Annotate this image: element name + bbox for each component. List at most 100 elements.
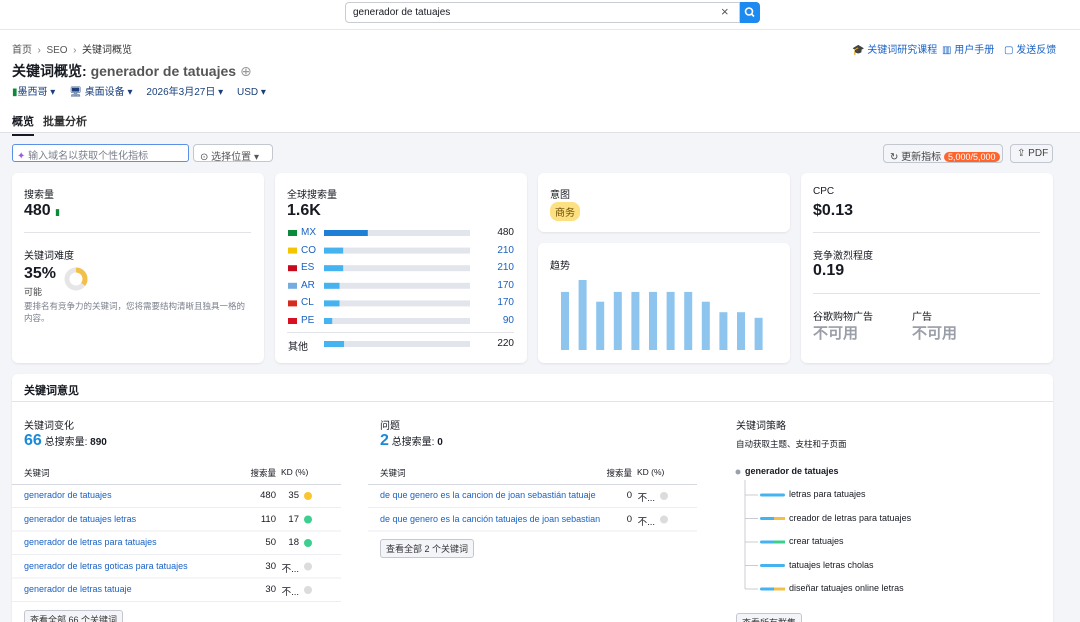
crumb[interactable]: SEO [46, 45, 68, 56]
cluster-bar-accent [774, 540, 785, 544]
keyword-link[interactable]: generador de letras goticas para tatuaje… [24, 560, 188, 571]
country-filter[interactable]: 墨西哥 [17, 87, 48, 98]
country-value[interactable]: 90 [502, 315, 514, 326]
country-value[interactable]: 210 [497, 262, 514, 274]
search-icon [744, 7, 755, 18]
other-label: 其他 [288, 342, 308, 353]
th: KD (%) [637, 467, 665, 477]
questions-label: 问题 [380, 421, 400, 432]
th: 关键词 [24, 468, 50, 478]
global-label: 全球搜索量 [287, 190, 337, 201]
cluster[interactable]: diseñar tatuajes online letras [789, 583, 904, 593]
course-link[interactable]: 🎓 关键词研究课程 [852, 45, 938, 56]
intent-badge: 商务 [550, 202, 580, 221]
keyword-link[interactable]: generador de letras para tatuajes [24, 537, 157, 547]
strategy-label: 关键词策略 [736, 421, 786, 432]
keyword-link[interactable]: de que genero es la canción tatuajes de … [380, 513, 601, 524]
trend-bar [578, 280, 587, 350]
kd-dot [304, 586, 312, 594]
tab[interactable]: 批量分析 [43, 116, 87, 128]
kd-dot [660, 515, 668, 524]
domain-input[interactable] [12, 144, 189, 162]
title-prefix: 关键词概览: [12, 63, 87, 79]
pdf-button[interactable]: ⇪ PDF [1010, 144, 1053, 163]
total-label: 总搜索量: [391, 437, 435, 448]
kd: 17 [288, 513, 299, 525]
location-text[interactable]: 选择位置 [211, 152, 252, 163]
cluster-bar-accent [774, 517, 785, 520]
flag [288, 300, 297, 307]
cluster[interactable]: letras para tatuajes [789, 489, 866, 499]
feedback-link[interactable]: ▢ 发送反馈 [1004, 45, 1057, 56]
crumb[interactable]: 首页 [12, 45, 32, 56]
keyword-link[interactable]: generador de tatuajes letras [24, 513, 137, 524]
variations-label: 关键词变化 [24, 421, 74, 432]
keyword-link[interactable]: de que genero es la cancion de joan seba… [380, 490, 596, 500]
search-box[interactable] [345, 2, 740, 23]
row-rule [368, 530, 697, 532]
volume-label: 搜索量 [24, 190, 54, 201]
count[interactable]: 2 [380, 432, 389, 449]
country-code[interactable]: CL [301, 297, 314, 309]
link-text[interactable]: 发送反馈 [1016, 45, 1057, 56]
root-keyword: generador de tatuajes [745, 466, 839, 476]
volume: 480 [260, 490, 276, 501]
country-value[interactable]: 170 [497, 297, 514, 309]
count[interactable]: 66 [24, 432, 42, 449]
total-label: 总搜索量: [44, 437, 88, 448]
row-rule [12, 554, 341, 555]
crumb: 关键词概览 [82, 45, 133, 56]
flag [288, 247, 297, 254]
view-all-button[interactable]: 查看全部 66 个关键词 [24, 609, 124, 622]
device-filter[interactable]: 桌面设备 [84, 87, 125, 98]
search-button[interactable] [740, 2, 760, 23]
shopping-value: 不可用 [813, 325, 859, 342]
keyword-link[interactable]: generador de letras tatuaje [24, 584, 132, 594]
country-code[interactable]: CO [301, 244, 316, 256]
update-button[interactable]: ↻ 更新指标 5,000/5,000 [883, 144, 1003, 163]
th: 搜索量 [606, 468, 632, 478]
trend-label: 趋势 [550, 261, 570, 272]
placeholder-text[interactable]: 输入域名以获取个性化指标 [28, 151, 149, 162]
keyword-link[interactable]: generador de tatuajes [24, 490, 112, 500]
view-clusters-button[interactable]: 查看所有群集 [736, 613, 803, 622]
row-rule [12, 507, 341, 508]
page-title: 关键词概览: generador de tatuajes ⊕ [12, 63, 252, 79]
domain-placeholder[interactable]: ✦ 输入域名以获取个性化指标 [17, 151, 149, 162]
currency-filter[interactable]: USD [237, 87, 259, 98]
trend-bar [561, 291, 569, 350]
country-code[interactable]: AR [301, 279, 315, 291]
kd-dot [660, 492, 668, 500]
cluster[interactable]: crear tatuajes [789, 536, 844, 546]
manual-link[interactable]: ▥ 用户手册 [942, 45, 995, 56]
link-text[interactable]: 用户手册 [954, 45, 995, 56]
divider [813, 293, 1040, 294]
country-value: 480 [497, 227, 514, 238]
location-select[interactable]: ⊙ 选择位置 ▾ [193, 144, 273, 163]
tab-active[interactable]: 概览 [12, 113, 34, 136]
ideas-title: 关键词意见 [24, 385, 79, 397]
link-text[interactable]: 关键词研究课程 [867, 45, 938, 56]
search-query[interactable]: generador de tatuajes [353, 7, 451, 18]
th: 关键词 [380, 468, 406, 478]
view-all-button[interactable]: 查看全部 2 个关键词 [380, 539, 475, 558]
competition-value: 0.19 [813, 262, 845, 279]
trend-bar [719, 312, 728, 350]
country-value[interactable]: 210 [497, 244, 514, 256]
country-code[interactable]: ES [301, 262, 315, 274]
country-code[interactable]: MX [301, 227, 316, 238]
country-value[interactable]: 170 [497, 279, 514, 291]
clear-icon[interactable]: × [721, 4, 729, 19]
strategy-description: 自动获取主题、支柱和子页面 [736, 439, 847, 449]
pdf-text[interactable]: PDF [1028, 148, 1049, 159]
date-filter[interactable]: 2026年3月27日 [146, 87, 216, 98]
bar [324, 300, 340, 307]
cpc-label: CPC [813, 186, 835, 197]
cluster[interactable]: creador de letras para tatuajes [789, 512, 912, 523]
update-text[interactable]: 更新指标 [901, 152, 942, 163]
country-code[interactable]: PE [301, 315, 315, 326]
cluster[interactable]: tatuajes letras cholas [789, 559, 874, 570]
row-rule [368, 507, 697, 508]
volume: 30 [265, 560, 276, 572]
